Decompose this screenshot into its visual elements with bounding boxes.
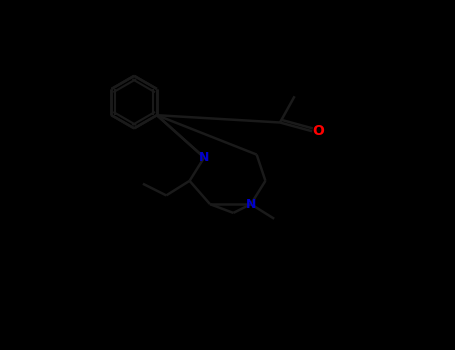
Text: N: N bbox=[246, 198, 256, 211]
Text: N: N bbox=[199, 151, 209, 164]
Text: O: O bbox=[312, 124, 324, 138]
